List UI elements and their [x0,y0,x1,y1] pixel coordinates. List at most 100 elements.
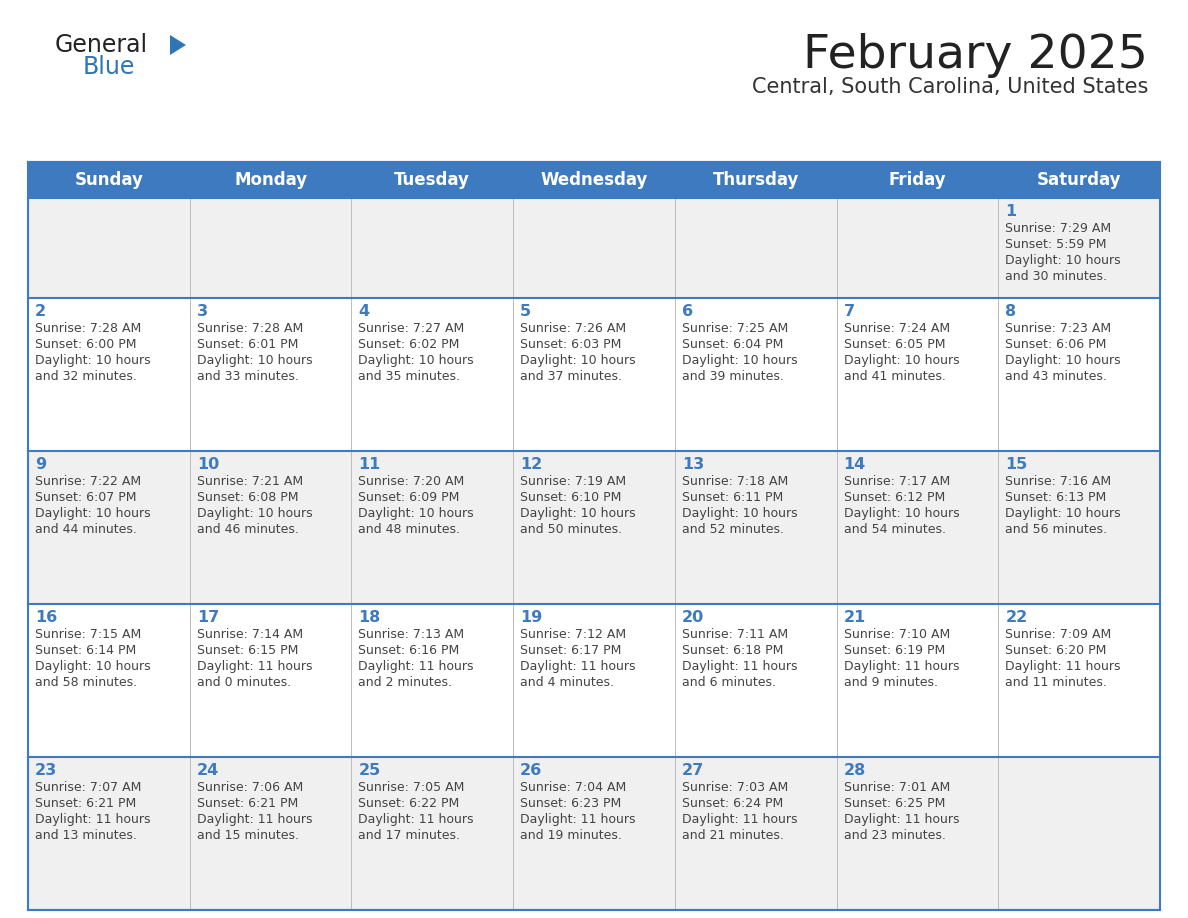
Text: Monday: Monday [234,171,308,189]
Text: Sunrise: 7:19 AM: Sunrise: 7:19 AM [520,475,626,488]
Text: 2: 2 [34,304,46,319]
Text: Sunrise: 7:18 AM: Sunrise: 7:18 AM [682,475,788,488]
Text: and 13 minutes.: and 13 minutes. [34,829,137,842]
Text: Sunset: 6:04 PM: Sunset: 6:04 PM [682,338,783,351]
Bar [675,757,836,910]
Text: Thursday: Thursday [713,171,798,189]
Text: and 56 minutes.: and 56 minutes. [1005,523,1107,536]
Text: Daylight: 11 hours: Daylight: 11 hours [197,660,312,673]
Bar [29,298,190,451]
Text: Daylight: 11 hours: Daylight: 11 hours [1005,660,1120,673]
Text: and 23 minutes.: and 23 minutes. [843,829,946,842]
Bar [836,604,998,757]
Bar [513,198,675,298]
Text: Daylight: 10 hours: Daylight: 10 hours [197,507,312,520]
Text: 27: 27 [682,763,704,778]
Text: Daylight: 10 hours: Daylight: 10 hours [197,354,312,367]
Text: Sunset: 6:23 PM: Sunset: 6:23 PM [520,797,621,810]
Text: 14: 14 [843,457,866,472]
Text: 16: 16 [34,610,57,625]
Text: Daylight: 10 hours: Daylight: 10 hours [359,354,474,367]
Text: Blue: Blue [83,55,135,79]
Text: and 54 minutes.: and 54 minutes. [843,523,946,536]
Text: Daylight: 10 hours: Daylight: 10 hours [520,354,636,367]
Text: Tuesday: Tuesday [394,171,470,189]
Text: Wednesday: Wednesday [541,171,647,189]
Bar [675,198,836,298]
Text: Sunset: 6:01 PM: Sunset: 6:01 PM [197,338,298,351]
Text: and 35 minutes.: and 35 minutes. [359,370,461,383]
Text: Sunset: 6:24 PM: Sunset: 6:24 PM [682,797,783,810]
Bar [836,757,998,910]
Text: Sunset: 6:16 PM: Sunset: 6:16 PM [359,644,460,657]
Text: Sunrise: 7:20 AM: Sunrise: 7:20 AM [359,475,465,488]
Text: and 15 minutes.: and 15 minutes. [197,829,298,842]
Bar [998,298,1159,451]
Bar [513,757,675,910]
Text: Sunrise: 7:09 AM: Sunrise: 7:09 AM [1005,628,1112,641]
Bar [190,757,352,910]
Bar [675,451,836,604]
Text: 13: 13 [682,457,704,472]
Bar [190,198,352,298]
Text: Daylight: 10 hours: Daylight: 10 hours [1005,254,1121,267]
Text: Sunrise: 7:13 AM: Sunrise: 7:13 AM [359,628,465,641]
Text: and 52 minutes.: and 52 minutes. [682,523,784,536]
Text: Sunset: 6:17 PM: Sunset: 6:17 PM [520,644,621,657]
Text: Daylight: 11 hours: Daylight: 11 hours [843,813,959,826]
Bar [998,757,1159,910]
Text: 22: 22 [1005,610,1028,625]
Text: 23: 23 [34,763,57,778]
Text: 19: 19 [520,610,543,625]
Text: General: General [55,33,148,57]
Text: Sunset: 6:15 PM: Sunset: 6:15 PM [197,644,298,657]
Bar [29,198,190,298]
Text: Daylight: 11 hours: Daylight: 11 hours [520,813,636,826]
Text: Sunrise: 7:16 AM: Sunrise: 7:16 AM [1005,475,1112,488]
Text: and 9 minutes.: and 9 minutes. [843,676,937,689]
Text: 12: 12 [520,457,543,472]
Text: 11: 11 [359,457,380,472]
Text: and 48 minutes.: and 48 minutes. [359,523,461,536]
Text: Sunset: 6:07 PM: Sunset: 6:07 PM [34,491,137,504]
Text: Sunset: 6:20 PM: Sunset: 6:20 PM [1005,644,1107,657]
Bar [29,451,190,604]
Text: Sunset: 6:05 PM: Sunset: 6:05 PM [843,338,946,351]
Text: Daylight: 11 hours: Daylight: 11 hours [843,660,959,673]
Text: 20: 20 [682,610,704,625]
Text: Daylight: 10 hours: Daylight: 10 hours [34,507,151,520]
Text: Sunset: 6:08 PM: Sunset: 6:08 PM [197,491,298,504]
Text: and 4 minutes.: and 4 minutes. [520,676,614,689]
Text: and 39 minutes.: and 39 minutes. [682,370,784,383]
Text: and 17 minutes.: and 17 minutes. [359,829,461,842]
Bar [513,451,675,604]
Text: Sunrise: 7:11 AM: Sunrise: 7:11 AM [682,628,788,641]
Text: Daylight: 11 hours: Daylight: 11 hours [682,813,797,826]
Text: Sunrise: 7:14 AM: Sunrise: 7:14 AM [197,628,303,641]
Text: Sunset: 6:14 PM: Sunset: 6:14 PM [34,644,137,657]
Bar [190,298,352,451]
Text: Central, South Carolina, United States: Central, South Carolina, United States [752,77,1148,97]
Text: Daylight: 11 hours: Daylight: 11 hours [682,660,797,673]
Text: and 32 minutes.: and 32 minutes. [34,370,137,383]
Bar [836,298,998,451]
Text: Sunset: 6:21 PM: Sunset: 6:21 PM [197,797,298,810]
Text: and 19 minutes.: and 19 minutes. [520,829,623,842]
Text: 5: 5 [520,304,531,319]
Text: Daylight: 10 hours: Daylight: 10 hours [1005,354,1121,367]
Text: Daylight: 10 hours: Daylight: 10 hours [1005,507,1121,520]
Text: 10: 10 [197,457,219,472]
Bar [998,451,1159,604]
Text: Sunrise: 7:15 AM: Sunrise: 7:15 AM [34,628,141,641]
Text: 25: 25 [359,763,380,778]
Text: Sunset: 6:25 PM: Sunset: 6:25 PM [843,797,944,810]
Text: Sunrise: 7:23 AM: Sunrise: 7:23 AM [1005,322,1112,335]
Text: Sunrise: 7:05 AM: Sunrise: 7:05 AM [359,781,465,794]
Text: Sunrise: 7:17 AM: Sunrise: 7:17 AM [843,475,950,488]
Text: Daylight: 11 hours: Daylight: 11 hours [34,813,151,826]
Text: Sunset: 6:00 PM: Sunset: 6:00 PM [34,338,137,351]
Text: Sunset: 6:06 PM: Sunset: 6:06 PM [1005,338,1107,351]
Bar [352,604,513,757]
Text: Sunset: 6:12 PM: Sunset: 6:12 PM [843,491,944,504]
Text: and 41 minutes.: and 41 minutes. [843,370,946,383]
